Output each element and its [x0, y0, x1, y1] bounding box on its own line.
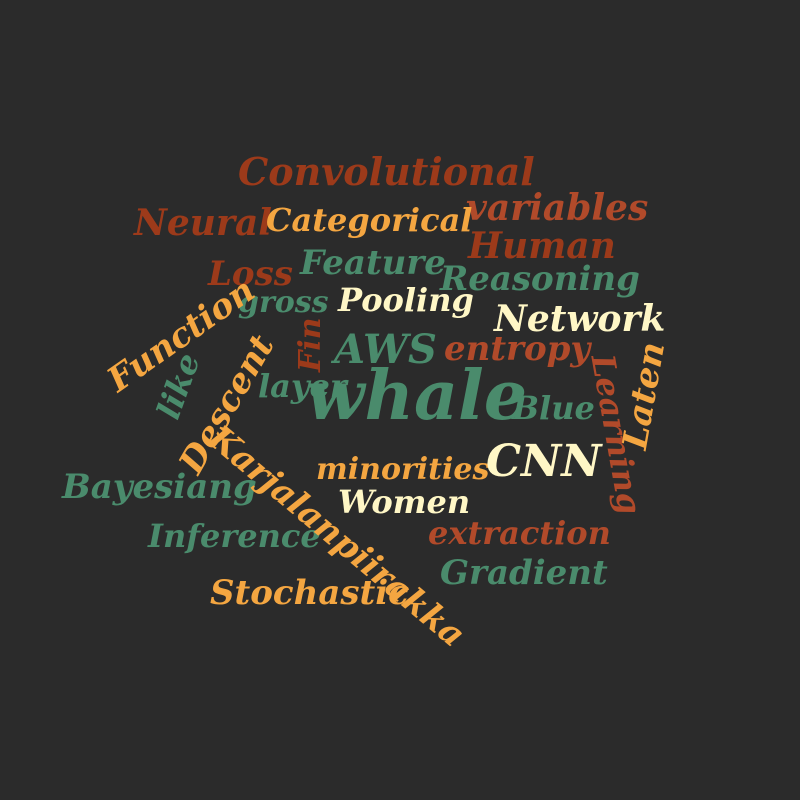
word-stochastic: Stochastic: [210, 573, 409, 613]
word-extraction: extraction: [428, 514, 611, 552]
word-aws: AWS: [334, 326, 437, 373]
word-whale: whale: [306, 356, 528, 436]
word-bayesiang: Bayesiang: [62, 467, 257, 507]
word-pooling: Pooling: [338, 281, 474, 319]
word-minorities: minorities: [316, 452, 490, 487]
word-neural: Neural: [134, 202, 272, 244]
word-gross: gross: [238, 285, 329, 320]
word-reasoning: Reasoning: [440, 259, 640, 299]
word-feature: Feature: [300, 243, 446, 283]
word-gradient: Gradient: [440, 553, 608, 593]
word-laten: Laten: [615, 339, 674, 453]
word-convolutional: Convolutional: [238, 149, 535, 194]
word-loss: Loss: [208, 254, 293, 294]
word-entropy: entropy: [444, 329, 591, 369]
word-inference: Inference: [148, 517, 321, 555]
word-human: Human: [468, 225, 616, 267]
word-fin: Fin: [293, 317, 328, 372]
word-cnn: CNN: [486, 436, 602, 487]
word-blue: Blue: [512, 389, 595, 427]
word-categorical: Categorical: [266, 201, 473, 239]
word-variables: variables: [466, 187, 649, 229]
word-network: Network: [494, 298, 666, 340]
word-women: Women: [338, 483, 471, 521]
word-layer: layer: [258, 367, 347, 405]
